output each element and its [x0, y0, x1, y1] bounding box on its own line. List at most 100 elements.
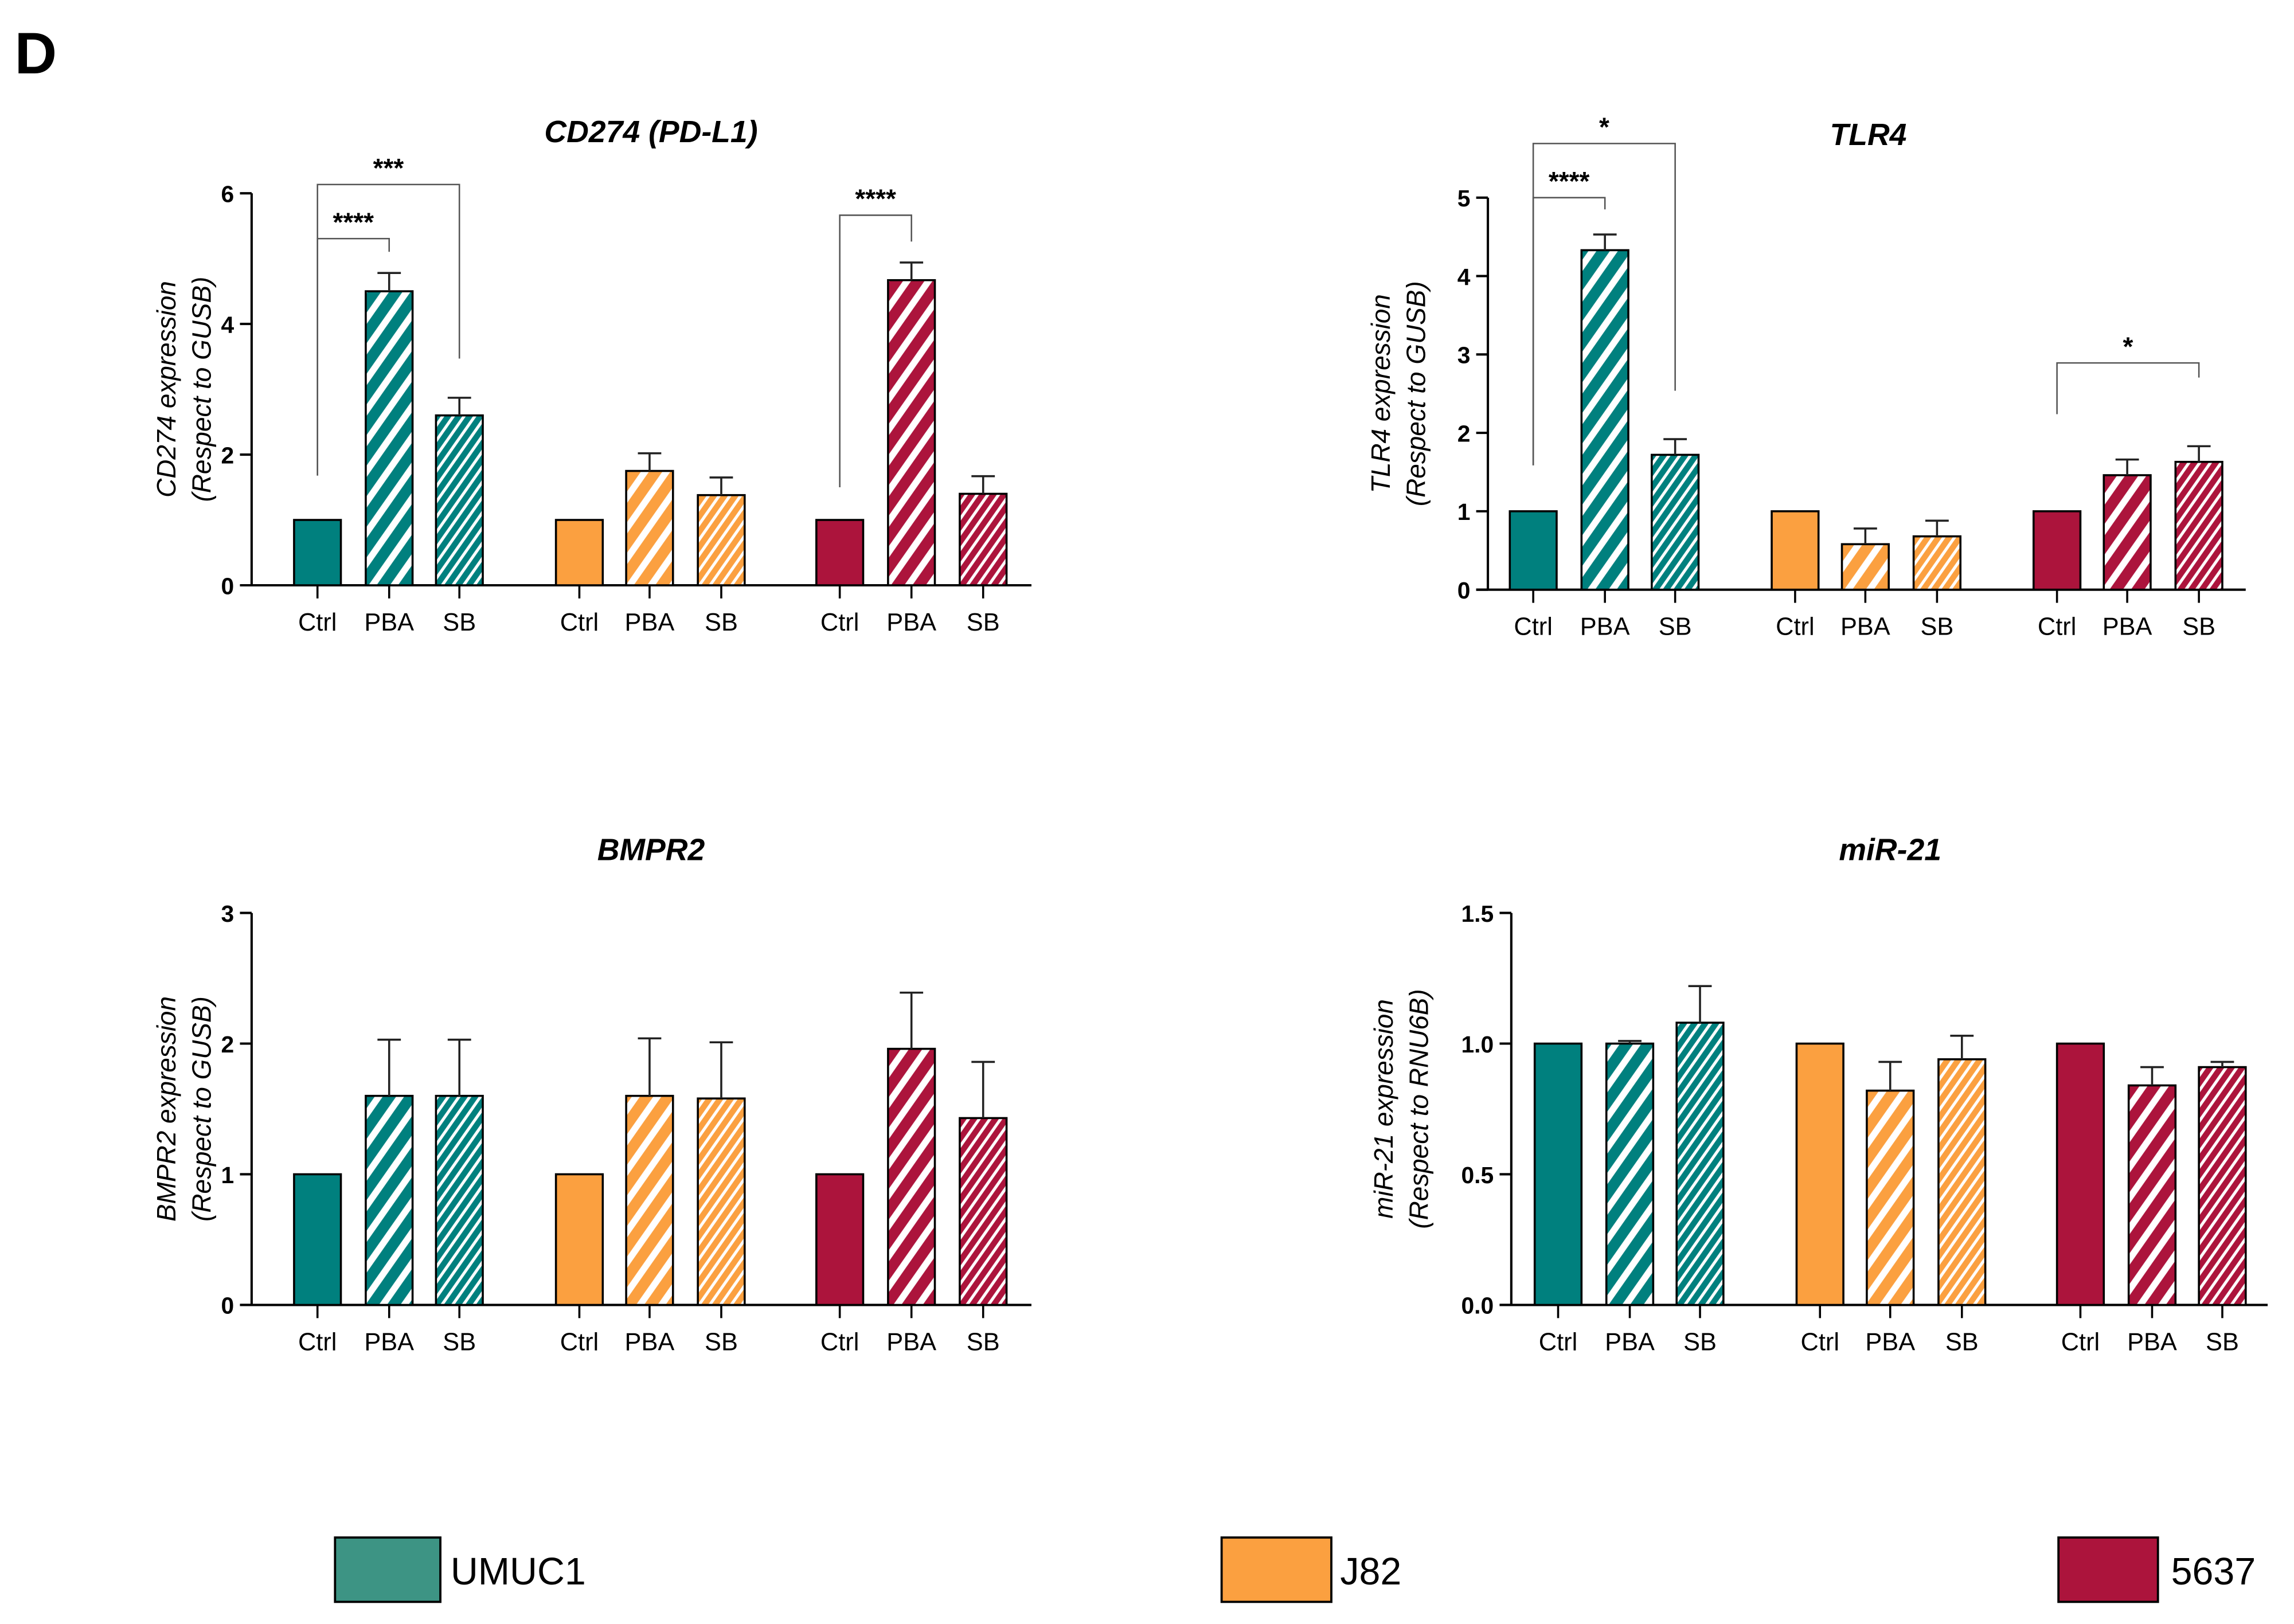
y-tick-label: 6 [221, 181, 235, 207]
x-tick-label: PBA [625, 609, 675, 636]
bar-UMUC1-SB [1651, 453, 1700, 591]
bar-UMUC1-PBA [365, 290, 414, 586]
x-tick-label: SB [967, 1329, 1000, 1356]
significance-label: * [2123, 331, 2133, 361]
bar-UMUC1-Ctrl [1533, 1042, 1583, 1306]
x-tick-label: SB [1683, 1329, 1717, 1356]
bar-J82-PBA [625, 469, 674, 586]
bar-5637-PBA [887, 279, 936, 586]
bar-J82-SB [1937, 1058, 1987, 1306]
y-axis-label-line2: (Respect to RNU6B) [1404, 989, 1433, 1228]
y-tick-label: 4 [221, 311, 235, 338]
y-axis-label-line1: TLR4 expression [1366, 294, 1396, 493]
y-tick-label: 1 [1457, 499, 1471, 525]
x-tick-label: PBA [2102, 613, 2152, 641]
x-tick-label: Ctrl [1801, 1329, 1839, 1356]
y-axis-label-line1: CD274 expression [151, 281, 181, 498]
x-tick-label: Ctrl [820, 609, 859, 636]
significance-bracket [2056, 362, 2200, 414]
bar-J82-Ctrl [554, 519, 604, 586]
bar-J82-PBA [1866, 1089, 1915, 1306]
panel-label: D [15, 21, 57, 86]
bar-5637-Ctrl [815, 1173, 865, 1306]
significance-label: **** [1549, 166, 1590, 196]
chart-cd274-pd-l1: CD274 (PD-L1) CD274 expression (Respect to… [151, 115, 1031, 636]
x-tick-label: SB [443, 1329, 476, 1356]
bar-UMUC1-Ctrl [293, 1173, 342, 1306]
bar-UMUC1-PBA [1580, 249, 1629, 591]
y-tick-label: 2 [221, 442, 235, 468]
x-tick-label: PBA [364, 609, 414, 636]
bar-5637-SB [2174, 460, 2223, 591]
significance-label: **** [333, 207, 374, 237]
x-tick-label: Ctrl [560, 609, 599, 636]
legend-swatch-5637 [2057, 1536, 2159, 1603]
y-axis-label-line1: BMPR2 expression [151, 996, 181, 1222]
x-tick-label: SB [2206, 1329, 2239, 1356]
bar-UMUC1-SB [435, 1094, 484, 1306]
chart-title: BMPR2 [597, 833, 705, 867]
significance-label: * [1599, 112, 1609, 142]
bar-UMUC1-PBA [1605, 1042, 1655, 1306]
legend-swatch-J82 [1220, 1536, 1332, 1603]
y-tick-label: 2 [1457, 420, 1471, 447]
bar-J82-SB [697, 494, 746, 586]
x-tick-label: SB [1945, 1329, 1979, 1356]
y-tick-label: 1.5 [1461, 901, 1494, 927]
x-tick-label: PBA [2127, 1329, 2177, 1356]
y-tick-label: 3 [1457, 342, 1471, 369]
bar-5637-PBA [2102, 474, 2152, 591]
significance-label: **** [855, 184, 896, 214]
bar-5637-SB [2198, 1066, 2247, 1306]
x-tick-label: PBA [1580, 613, 1630, 641]
x-tick-label: PBA [1605, 1329, 1655, 1356]
x-tick-label: Ctrl [1776, 613, 1814, 641]
x-tick-label: SB [1920, 613, 1953, 641]
significance-bracket [1532, 143, 1676, 465]
x-tick-label: SB [1659, 613, 1692, 641]
bar-5637-SB [959, 1117, 1008, 1306]
x-tick-label: PBA [364, 1329, 414, 1356]
y-tick-label: 5 [1457, 185, 1471, 212]
chart-title: CD274 (PD-L1) [544, 115, 757, 149]
x-tick-label: SB [443, 609, 476, 636]
legend-swatch-UMUC1 [334, 1536, 441, 1603]
bar-J82-PBA [1840, 543, 1890, 591]
y-tick-label: 0 [221, 1293, 235, 1319]
bar-UMUC1-PBA [365, 1094, 414, 1306]
bar-UMUC1-SB [435, 414, 484, 586]
y-tick-label: 1.0 [1461, 1031, 1494, 1058]
y-axis-label-line2: (Respect to GUSB) [186, 277, 216, 502]
chart-title: TLR4 [1830, 118, 1906, 152]
x-tick-label: PBA [625, 1329, 675, 1356]
y-tick-label: 0.5 [1461, 1162, 1494, 1188]
chart-title: miR-21 [1839, 833, 1941, 867]
bar-UMUC1-SB [1675, 1022, 1725, 1306]
y-axis-label: CD274 expression (Respect to GUSB) [151, 277, 216, 502]
x-tick-label: Ctrl [2038, 613, 2076, 641]
y-tick-label: 3 [221, 901, 235, 927]
x-tick-label: PBA [1840, 613, 1890, 641]
y-tick-label: 0 [1457, 577, 1471, 604]
legend-label: 5637 [2171, 1551, 2256, 1593]
y-tick-label: 4 [1457, 264, 1471, 290]
x-tick-label: PBA [1865, 1329, 1915, 1356]
significance-bracket [839, 214, 912, 488]
x-tick-label: SB [705, 1329, 738, 1356]
x-tick-label: Ctrl [1514, 613, 1552, 641]
y-tick-label: 0.0 [1461, 1293, 1494, 1319]
bar-J82-Ctrl [1771, 510, 1820, 591]
bar-J82-Ctrl [554, 1173, 604, 1306]
significance-bracket [316, 183, 460, 476]
x-tick-label: SB [967, 609, 1000, 636]
y-tick-label: 2 [221, 1031, 235, 1058]
x-tick-label: Ctrl [298, 609, 337, 636]
y-axis-label-line1: miR-21 expression [1369, 999, 1398, 1219]
y-axis-label-line2: (Respect to GUSB) [1401, 281, 1431, 506]
y-axis-label: miR-21 expression (Respect to RNU6B) [1369, 989, 1433, 1228]
bar-UMUC1-Ctrl [293, 519, 342, 586]
bar-J82-SB [697, 1097, 746, 1306]
legend-label: UMUC1 [451, 1551, 586, 1593]
x-tick-label: Ctrl [298, 1329, 337, 1356]
